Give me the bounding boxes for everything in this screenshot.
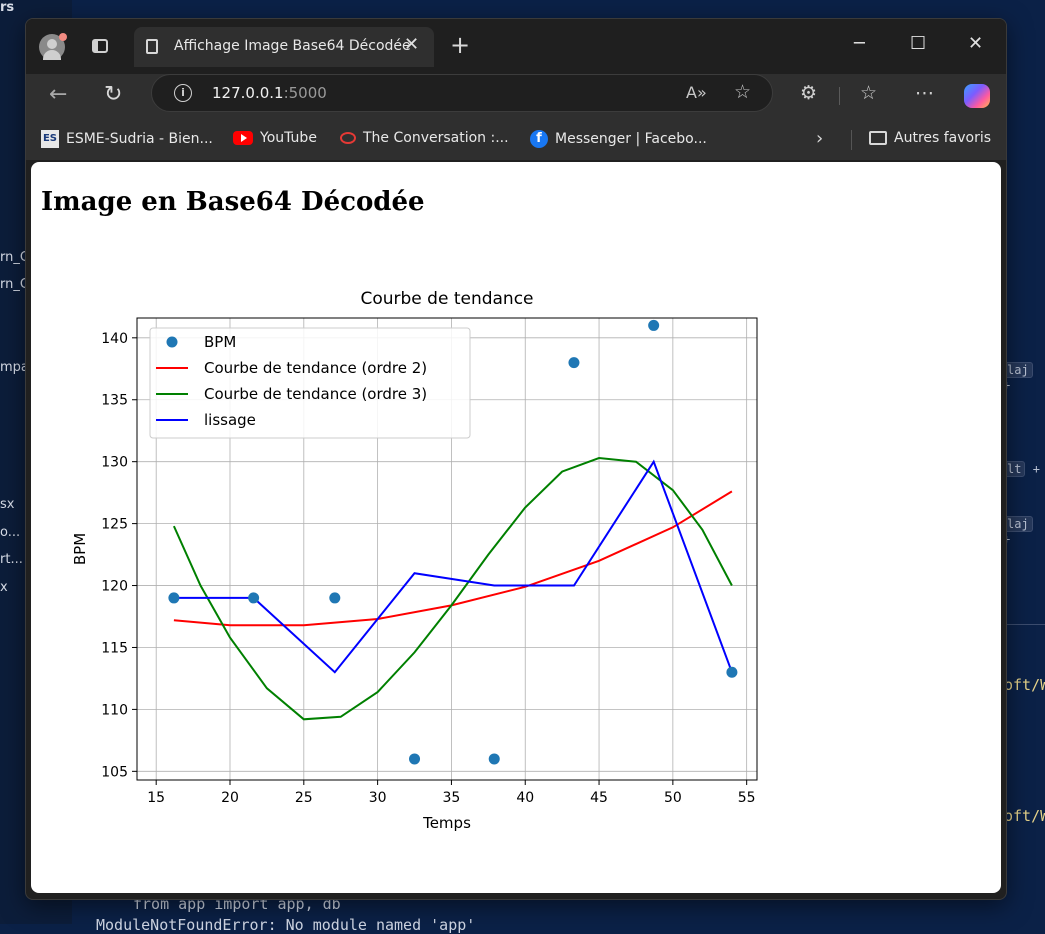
legend-label: Courbe de tendance (ordre 2) [204,359,427,377]
close-window-button[interactable]: ✕ [968,33,984,54]
background-side-item: rn_C [0,250,29,265]
data-point [248,592,260,604]
background-side-item: x [0,580,8,595]
background-code-line: oft/W [1004,807,1045,825]
y-tick-label: 105 [101,764,128,780]
data-point [168,592,180,604]
tab-close-icon[interactable]: ✕ [404,34,420,55]
y-tick-label: 135 [101,393,128,409]
x-tick-label: 55 [738,790,756,806]
legend-label: Courbe de tendance (ordre 3) [204,385,427,403]
background-shortcut: laj + [1003,516,1045,546]
background-side-item: rt... [0,552,23,567]
x-tick-label: 25 [295,790,313,806]
legend-marker [166,336,178,348]
page-icon [146,39,158,54]
data-point [409,753,421,765]
extensions-icon[interactable]: ⚙ [800,82,818,104]
favorite-star-icon[interactable]: ☆ [734,81,752,103]
folder-icon [869,131,887,145]
copilot-icon[interactable] [964,84,990,108]
new-tab-button[interactable]: + [450,31,471,59]
facebook-icon: f [530,130,548,148]
toolbar-divider [839,87,840,105]
series-line-ff0000 [173,490,733,627]
x-tick-label: 50 [664,790,682,806]
x-tick-label: 40 [516,790,534,806]
youtube-icon [233,131,253,145]
x-tick-label: 30 [369,790,387,806]
background-code-line: ModuleNotFoundError: No module named 'ap… [96,916,476,934]
bookmark-messenger[interactable]: f Messenger | Facebo... [530,130,707,148]
page-heading: Image en Base64 Décodée [41,187,425,217]
browser-tab[interactable]: Affichage Image Base64 Décodée ✕ [134,27,434,67]
data-point [648,319,660,331]
y-tick-label: 130 [101,455,128,471]
more-options-icon[interactable]: ⋯ [915,82,934,104]
data-point [568,357,580,369]
background-divider [1005,624,1045,625]
bookmark-esme[interactable]: ES ESME-Sudria - Bien... [41,130,213,148]
y-tick-label: 140 [101,331,128,347]
refresh-icon[interactable]: ↻ [104,82,123,107]
address-bar[interactable]: i 127.0.0.1:5000 A» ☆ [151,74,773,112]
browser-window: Affichage Image Base64 Décodée ✕ + ─ ☐ ✕… [25,18,1007,900]
x-tick-label: 35 [443,790,461,806]
background-side-item: sx [0,497,15,512]
background-panel-title: rs [0,0,15,15]
background-shortcut: lt + [1003,461,1040,477]
tab-actions-icon[interactable] [92,39,108,53]
x-tick-label: 15 [147,790,165,806]
url-text[interactable]: 127.0.0.1:5000 [212,84,327,102]
x-tick-label: 20 [221,790,239,806]
bookmarks-divider [851,130,852,150]
bookmark-youtube[interactable]: YouTube [233,130,317,146]
data-point [726,666,738,678]
profile-avatar[interactable] [39,33,67,60]
background-side-item: o... [0,525,21,540]
x-tick-label: 45 [590,790,608,806]
series-line-0000ff [173,459,733,674]
y-axis-label: BPM [71,533,89,565]
esme-icon: ES [41,130,59,148]
legend-box [149,327,471,439]
maximize-button[interactable]: ☐ [910,33,927,54]
data-point [329,592,341,604]
background-shortcut: laj + [1003,362,1045,392]
tab-title: Affichage Image Base64 Décodée [174,38,411,54]
background-code-line: oft/W [1004,676,1045,694]
other-favorites-folder[interactable]: Autres favoris [869,130,991,146]
y-tick-label: 120 [101,579,128,595]
bookmark-the-conversation[interactable]: The Conversation :... [340,130,509,146]
back-arrow-icon[interactable]: ← [49,82,68,107]
chart-title: Courbe de tendance [360,289,533,309]
x-axis-label: Temps [422,814,471,832]
bookmarks-bar: ES ESME-Sudria - Bien... YouTube The Conv… [26,120,1006,160]
more-bookmarks-chevron-icon[interactable]: › [816,128,824,149]
legend-label: BPM [204,333,236,351]
address-bar-row: ← ↻ i 127.0.0.1:5000 A» ☆ ⚙ ☆ ⋯ [26,74,1006,120]
trend-chart: 15 20 25 30 35 40 45 50 55 105 110 115 120 125 130 135 1… [71,289,758,832]
page-content: Image en Base64 Décodée 15 20 25 30 35 40 45 50… [31,162,1001,893]
y-tick-label: 125 [101,517,128,533]
favorites-icon[interactable]: ☆ [860,82,878,104]
read-aloud-icon[interactable]: A» [686,83,707,102]
plot-frame [136,317,758,781]
site-info-icon[interactable]: i [174,84,192,102]
background-side-item: mpa [0,360,29,375]
y-tick-label: 110 [101,702,128,718]
data-point [488,753,500,765]
legend-label: lissage [204,411,256,429]
tab-bar: Affichage Image Base64 Décodée ✕ + ─ ☐ ✕ [26,19,1006,74]
series-line-008000 [172,456,733,721]
conversation-icon [340,132,356,144]
y-tick-label: 115 [101,640,128,656]
background-side-item: rn_C [0,277,29,292]
minimize-button[interactable]: ─ [854,33,865,54]
